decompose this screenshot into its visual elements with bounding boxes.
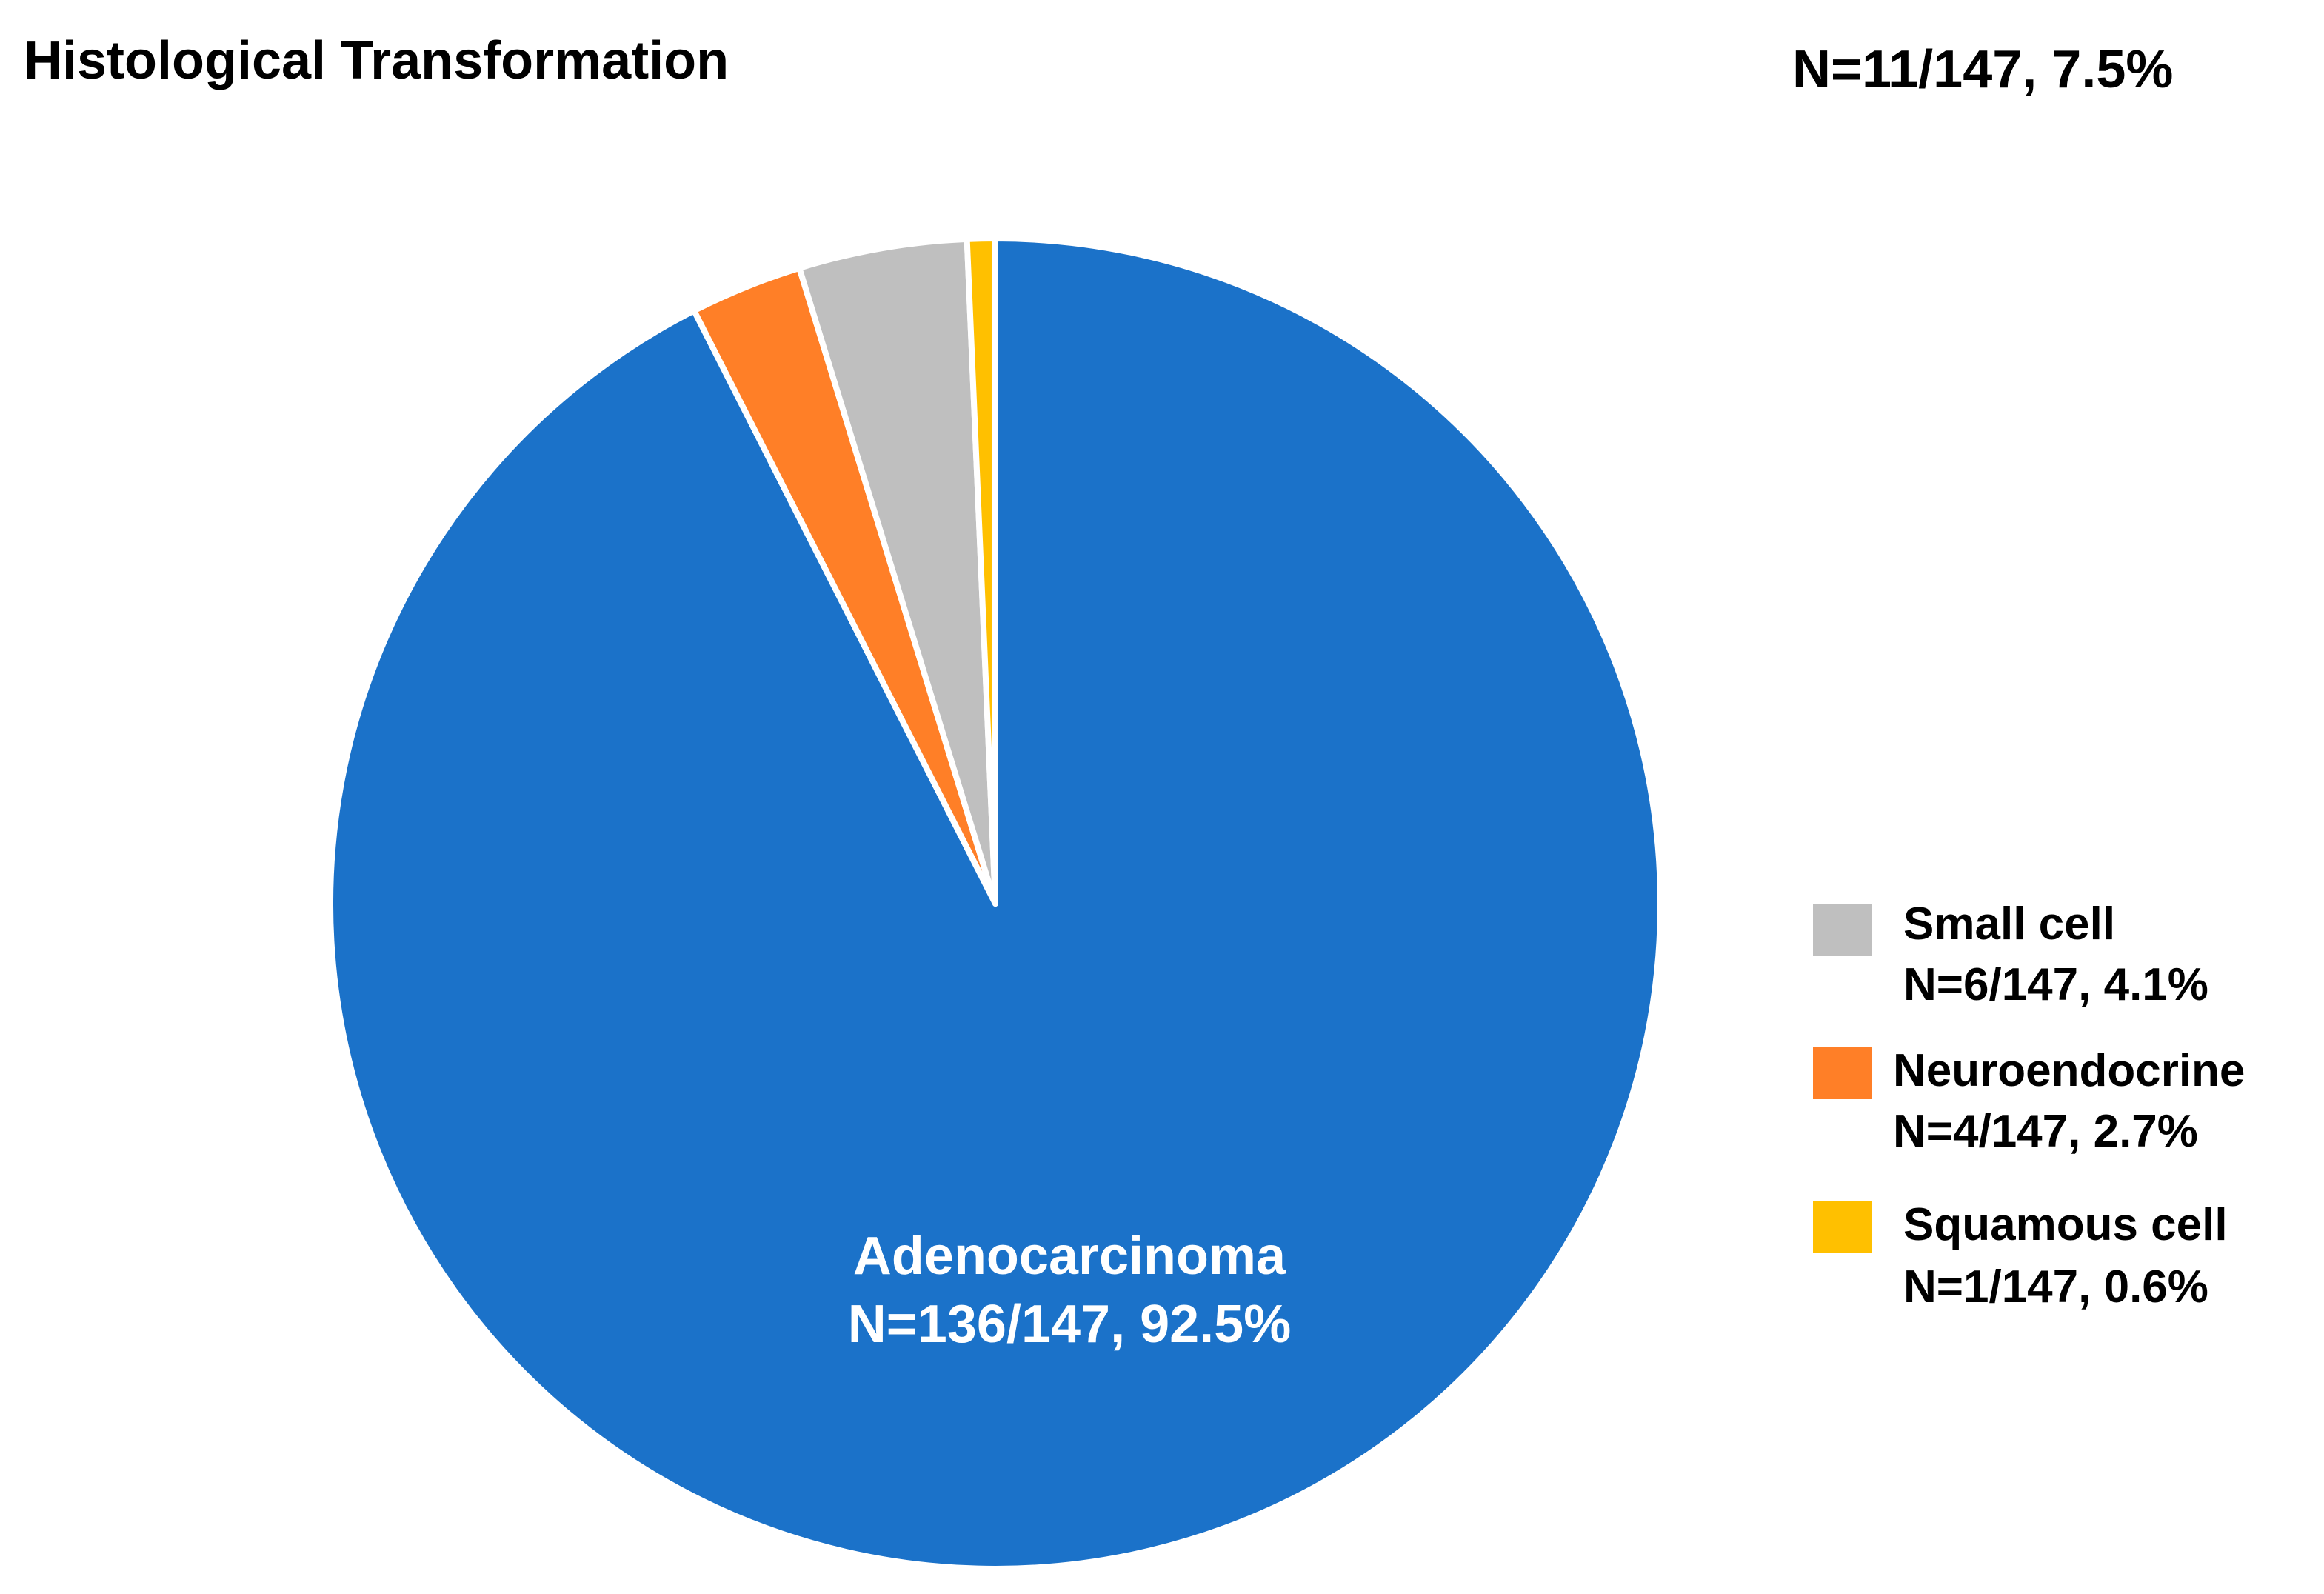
slice-value-adenocarcinoma: N=136/147, 92.5% [848,1295,1291,1354]
pie-slices [327,236,1663,1572]
legend-swatch-small-cell [1813,904,1872,956]
legend: Small cell N=6/147, 4.1% Neuroendocrine … [1813,898,2245,1313]
pie-slice-squamous-cell [964,236,998,907]
legend-item-neuroendocrine: Neuroendocrine N=4/147, 2.7% [1813,1045,2245,1157]
legend-value-neuroendocrine: N=4/147, 2.7% [1893,1106,2198,1157]
legend-label-squamous-cell: Squamous cell [1903,1199,2228,1250]
chart-title: Histological Transformation [24,31,729,90]
legend-item-small-cell: Small cell N=6/147, 4.1% [1813,898,2208,1010]
slice-label-adenocarcinoma: Adenocarcinoma [853,1227,1286,1286]
legend-label-small-cell: Small cell [1903,898,2115,950]
legend-swatch-neuroendocrine [1813,1047,1872,1099]
legend-item-squamous-cell: Squamous cell N=1/147, 0.6% [1813,1199,2228,1313]
legend-value-small-cell: N=6/147, 4.1% [1903,959,2208,1010]
pie-slice-small-cell [796,236,998,907]
legend-swatch-squamous-cell [1813,1201,1872,1253]
chart-subtitle: N=11/147, 7.5% [1792,40,2173,99]
legend-value-squamous-cell: N=1/147, 0.6% [1903,1261,2208,1313]
legend-label-neuroendocrine: Neuroendocrine [1893,1045,2245,1096]
